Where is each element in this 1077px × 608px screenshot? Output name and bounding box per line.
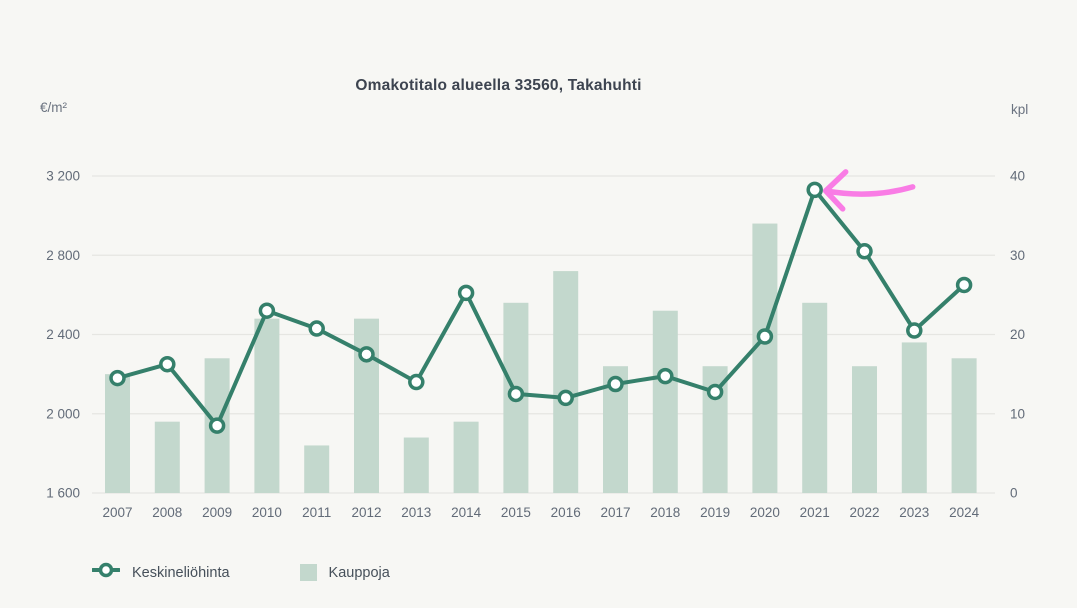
point-2016 [557, 389, 574, 407]
right-axis-tick: 30 [1010, 248, 1025, 263]
year-label-2015: 2015 [501, 505, 531, 520]
year-label-2018: 2018 [650, 505, 680, 520]
legend: Keskineliöhinta Kauppoja [91, 562, 390, 583]
chart-title: Omakotitalo alueella 33560, Takahuhti [355, 77, 642, 94]
bar-2013 [403, 437, 429, 493]
left-axis-tick: 3 200 [46, 169, 80, 184]
right-axis-tick: 10 [1010, 406, 1025, 421]
legend-label: Keskineliöhinta [132, 564, 230, 581]
legend-item-kauppoja[interactable]: Kauppoja [299, 564, 390, 581]
year-label-2023: 2023 [899, 505, 929, 520]
year-label-2017: 2017 [600, 505, 630, 520]
point-2014 [457, 284, 475, 302]
price-line-series [115, 187, 967, 428]
point-2017 [607, 375, 624, 393]
left-axis-tick: 2 000 [46, 406, 80, 421]
year-label-2011: 2011 [302, 505, 331, 520]
left-axis-tick: 1 600 [46, 486, 80, 501]
left-axis-unit-label: €/m² [40, 100, 67, 115]
point-2013 [408, 373, 425, 391]
point-2009 [208, 417, 226, 434]
point-2020 [756, 328, 774, 345]
year-label-2008: 2008 [152, 505, 182, 520]
year-label-2022: 2022 [849, 505, 879, 520]
bar-2018 [652, 310, 678, 493]
point-2007 [109, 369, 126, 387]
bar-2008 [154, 421, 180, 493]
right-axis-unit-label: kpl [1011, 102, 1029, 117]
point-2018 [657, 367, 674, 385]
point-2015 [507, 385, 525, 403]
year-label-2016: 2016 [551, 505, 581, 520]
point-2023 [906, 322, 923, 339]
line-marker-icon [91, 562, 121, 583]
year-label-2020: 2020 [750, 505, 780, 520]
year-label-2021: 2021 [800, 505, 830, 520]
bar-2021 [802, 302, 828, 493]
bar-2024 [951, 358, 977, 493]
bar-swatch-icon [299, 564, 317, 581]
year-label-2007: 2007 [102, 505, 132, 520]
year-label-2014: 2014 [451, 505, 482, 520]
left-axis-tick: 2 800 [46, 248, 80, 263]
bar-2016 [553, 271, 579, 493]
year-label-2013: 2013 [401, 505, 431, 520]
point-2021 [806, 181, 823, 199]
annotation-arrow [822, 169, 916, 212]
point-2024 [955, 276, 973, 294]
left-axis-tick: 2 400 [46, 327, 80, 342]
bar-2014 [453, 421, 479, 493]
year-label-2012: 2012 [351, 505, 381, 520]
point-2010 [258, 302, 276, 319]
right-axis-tick: 20 [1010, 327, 1025, 342]
point-2019 [706, 383, 724, 401]
bar-2010 [254, 318, 280, 493]
right-axis-tick: 0 [1010, 486, 1018, 501]
bar-2011 [304, 445, 330, 493]
year-label-2009: 2009 [202, 505, 232, 520]
year-label-2010: 2010 [252, 505, 282, 520]
legend-label: Kauppoja [328, 564, 390, 581]
point-2008 [159, 355, 176, 373]
legend-item-keskineliohinta[interactable]: Keskineliöhinta [91, 562, 230, 583]
year-label-2024: 2024 [949, 505, 980, 520]
bar-2022 [852, 366, 877, 493]
point-2022 [856, 243, 873, 260]
bar-2012 [354, 318, 379, 493]
point-2011 [308, 320, 325, 337]
bar-2020 [752, 223, 778, 494]
point-2012 [358, 346, 375, 363]
bar-2023 [901, 342, 927, 493]
right-axis-tick: 40 [1010, 169, 1025, 184]
bar-2007 [105, 374, 130, 493]
year-label-2019: 2019 [700, 505, 730, 520]
